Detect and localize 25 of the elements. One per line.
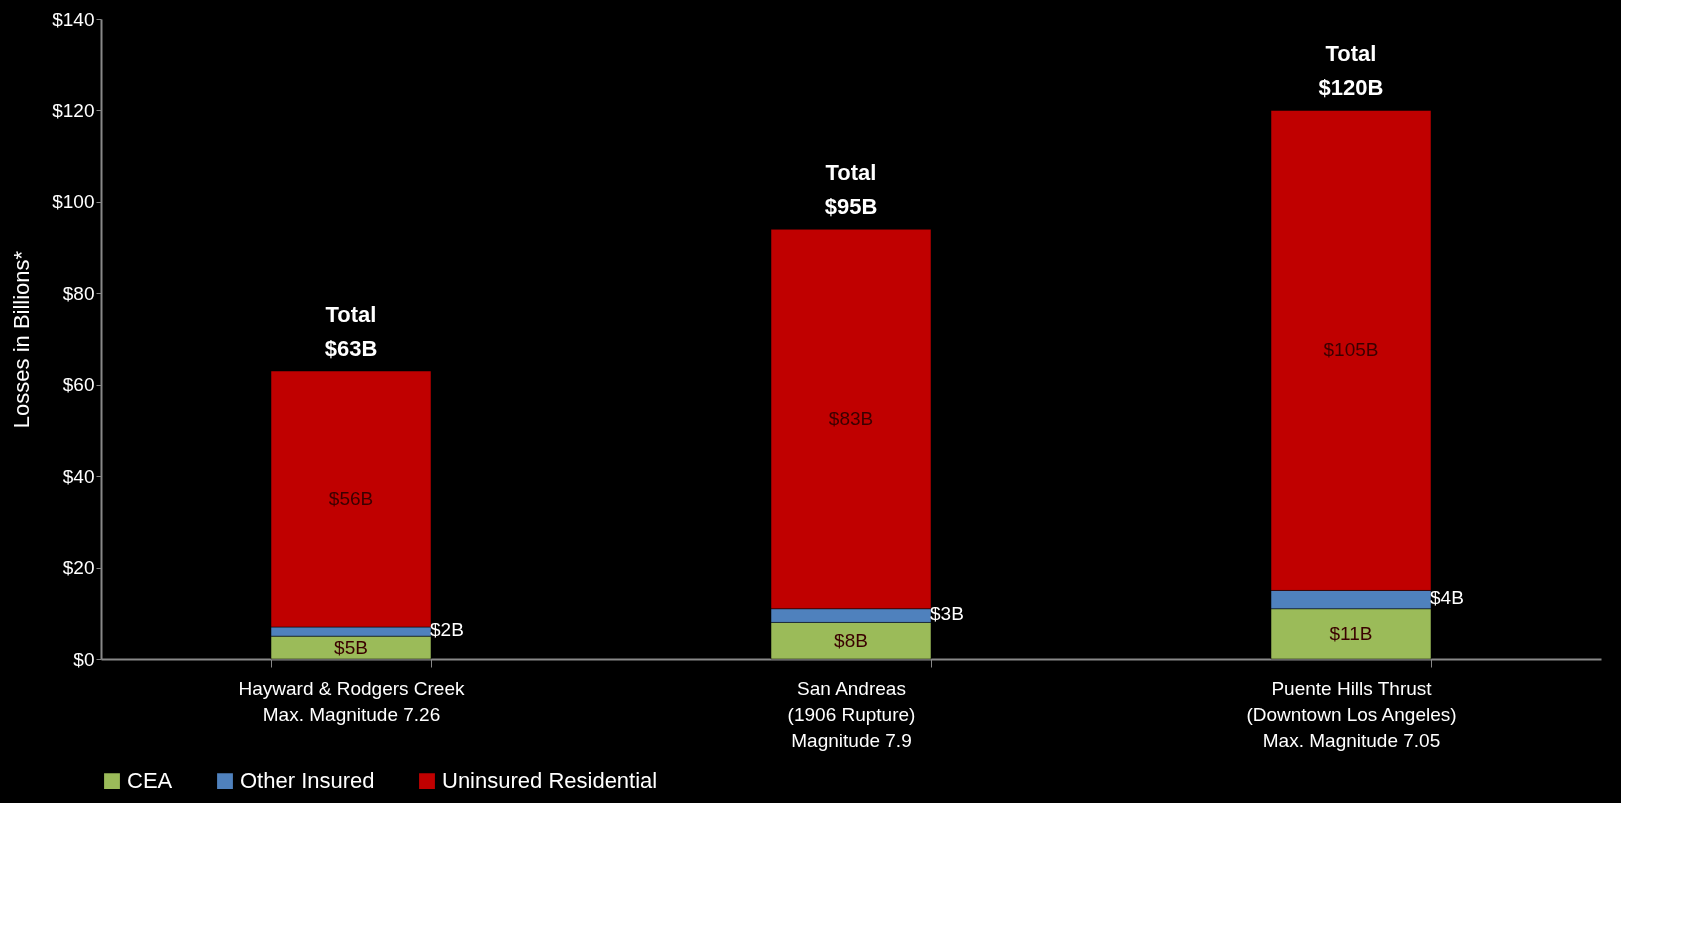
y-tick-label: $100 [52,191,95,213]
data-label: $2B [430,618,464,640]
y-axis-title: Losses in Billions* [9,250,35,429]
x-tick-label: Puente Hills Thrust (Downtown Los Angeles) Max. Magnitude 7.05 [1246,677,1457,751]
y-tick-label: $120 [52,99,95,121]
legend-label: Other Insured [240,768,375,794]
data-label: $11B [1329,622,1373,644]
y-tick-label: $20 [62,557,95,579]
data-label: $5B [334,636,368,658]
total-label: Total $120B [1318,41,1384,101]
x-tick-label: San Andreas (1906 Rupture) Magnitude 7.9 [787,677,916,751]
legend-label: Uninsured Residential [442,768,658,794]
data-label: $8B [834,629,868,651]
x-tick-label: Hayward & Rodgers Creek Max. Magnitude 7.26 [238,677,465,725]
total-label: Total $95B [824,160,878,220]
legend-label: CEA [127,768,173,794]
data-label: $56B [328,488,374,509]
y-tick-label: $40 [62,465,95,487]
y-tick-label: $0 [73,648,95,670]
y-tick-label: $60 [62,374,95,396]
data-label: $105B [1323,339,1379,361]
y-tick-label: $140 [52,8,95,30]
data-label: $83B [828,408,874,429]
y-tick-label: $80 [62,282,95,304]
total-label: Total $63B [324,302,378,361]
